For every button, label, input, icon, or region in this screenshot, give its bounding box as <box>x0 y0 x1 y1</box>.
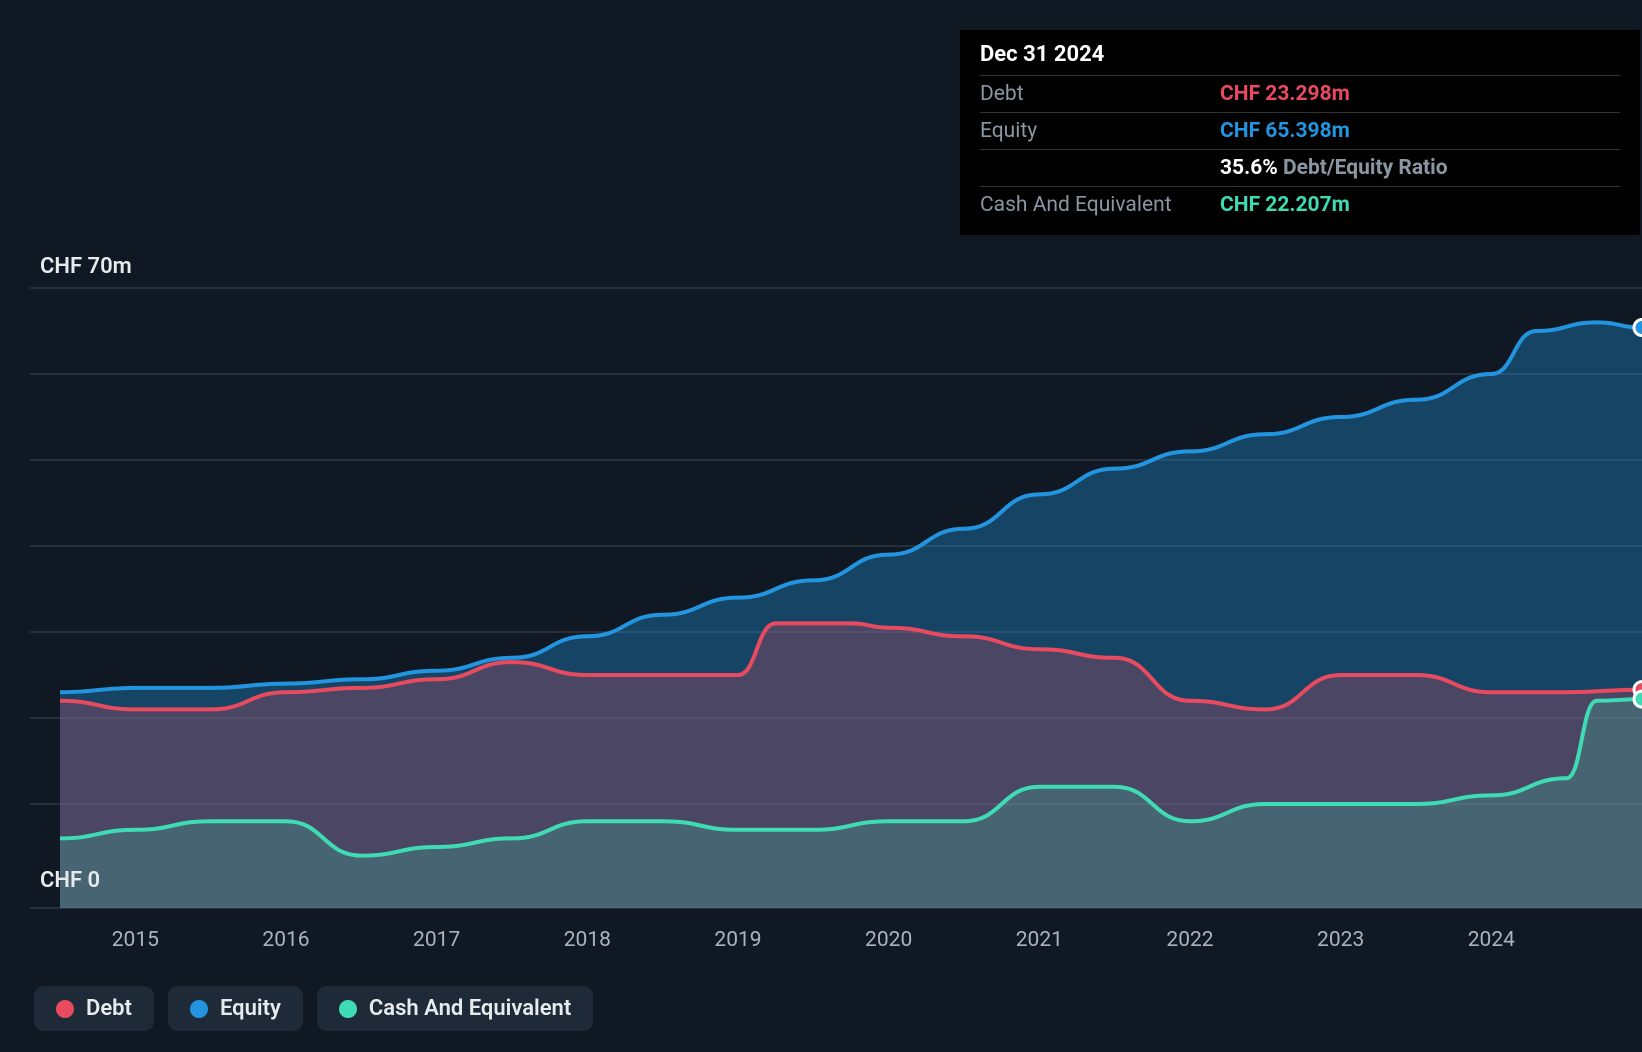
financial-chart: CHF 70m CHF 0 2015 2016 2017 2018 2019 2020 202… <box>0 0 1642 1052</box>
y-axis-label: CHF 70m <box>40 254 132 279</box>
endpoint-marker <box>1634 320 1642 336</box>
x-axis-label: 2022 <box>1166 928 1213 952</box>
x-axis-label: 2023 <box>1317 928 1364 952</box>
tooltip-value: CHF 23.298m <box>1220 82 1350 106</box>
tooltip-row: EquityCHF 65.398m <box>980 112 1620 149</box>
tooltip-date: Dec 31 2024 <box>980 42 1620 75</box>
legend-item-cash-and-equivalent[interactable]: Cash And Equivalent <box>317 986 593 1031</box>
legend-dot-icon <box>56 1000 74 1018</box>
legend-item-debt[interactable]: Debt <box>34 986 154 1031</box>
chart-tooltip: Dec 31 2024 DebtCHF 23.298mEquityCHF 65.… <box>960 30 1640 235</box>
x-axis-label: 2015 <box>112 928 159 952</box>
x-axis-label: 2020 <box>865 928 912 952</box>
tooltip-row: 35.6% Debt/Equity Ratio <box>980 149 1620 186</box>
x-axis-label: 2017 <box>413 928 460 952</box>
tooltip-label: Cash And Equivalent <box>980 193 1220 217</box>
legend-dot-icon <box>190 1000 208 1018</box>
x-axis-label: 2018 <box>564 928 611 952</box>
x-axis-label: 2019 <box>714 928 761 952</box>
legend-dot-icon <box>339 1000 357 1018</box>
tooltip-value: CHF 22.207m <box>1220 193 1350 217</box>
x-axis-label: 2021 <box>1016 928 1063 952</box>
endpoint-marker <box>1634 691 1642 707</box>
tooltip-value: 35.6% Debt/Equity Ratio <box>1220 156 1448 180</box>
tooltip-label: Equity <box>980 119 1220 143</box>
tooltip-value: CHF 65.398m <box>1220 119 1350 143</box>
legend-label: Equity <box>220 996 281 1021</box>
chart-legend: Debt Equity Cash And Equivalent <box>34 986 593 1031</box>
legend-label: Debt <box>86 996 132 1021</box>
x-axis-label: 2024 <box>1468 928 1515 952</box>
legend-item-equity[interactable]: Equity <box>168 986 303 1031</box>
tooltip-label <box>980 156 1220 180</box>
tooltip-label: Debt <box>980 82 1220 106</box>
legend-label: Cash And Equivalent <box>369 996 571 1021</box>
y-axis-label: CHF 0 <box>40 868 100 893</box>
tooltip-row: DebtCHF 23.298m <box>980 75 1620 112</box>
tooltip-row: Cash And EquivalentCHF 22.207m <box>980 186 1620 223</box>
x-axis-label: 2016 <box>262 928 309 952</box>
